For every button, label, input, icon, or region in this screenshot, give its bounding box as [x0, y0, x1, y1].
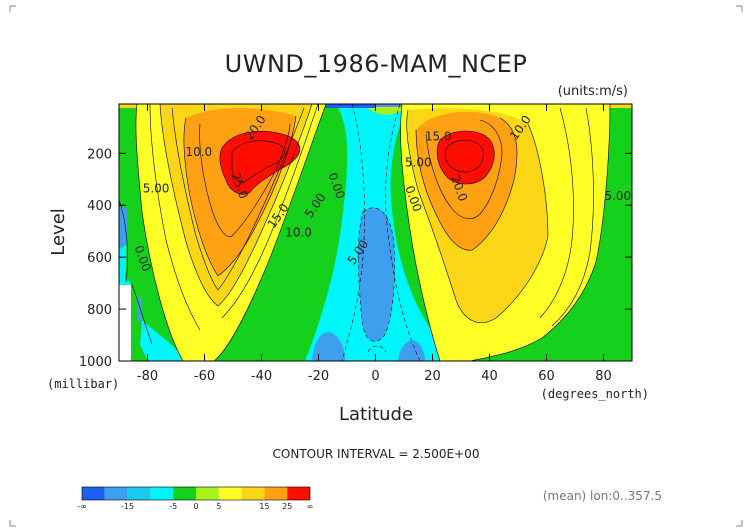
crop-marks — [9, 5, 743, 527]
y-units-label: (millibar) — [47, 377, 119, 391]
plot-area: 10.020.025.05.000.0015.010.05.000.005.00… — [119, 104, 632, 361]
y-tick-label: 200 — [87, 147, 112, 162]
colorbar-label: 0 — [193, 502, 198, 511]
contour-label: 5.00 — [405, 155, 432, 169]
colorbar-swatch — [264, 487, 288, 500]
colorbar-swatch — [173, 487, 196, 500]
x-axis-label: Latitude — [339, 404, 413, 425]
mean-note: (mean) lon:0..357.5 — [543, 489, 662, 503]
axes: -80 -60 -40 -20 0 20 40 60 80 200 400 600 800 1000 — [79, 104, 632, 384]
contour-label: 5.00 — [604, 189, 631, 203]
units-label: (units:m/s) — [558, 84, 628, 99]
colorbar-swatch — [218, 487, 242, 500]
chart-title: UWND_1986-MAM_NCEP — [225, 50, 528, 78]
equatorial-easterly-region — [305, 104, 456, 361]
contour-label: 5.00 — [143, 181, 170, 195]
colorbar-swatch — [82, 487, 105, 500]
contour-label: 10.0 — [185, 145, 212, 159]
colorbar-label: -15 — [121, 502, 134, 511]
southern-jet-region — [135, 104, 326, 361]
y-tick-label: 800 — [87, 303, 112, 318]
y-axis-label: Level — [48, 208, 69, 256]
y-tick-label: 600 — [87, 251, 112, 266]
colorbar-label: 15 — [259, 502, 269, 511]
x-tick-label: -40 — [251, 369, 272, 384]
x-tick-label: 60 — [538, 369, 555, 384]
x-tick-label: 20 — [424, 369, 441, 384]
colorbar-label: -∞ — [77, 502, 87, 511]
x-tick-label: -20 — [308, 369, 329, 384]
negative-contour-lines — [341, 104, 421, 361]
y-tick-label: 1000 — [79, 355, 112, 370]
left-polar-negative-region — [119, 205, 186, 361]
x-tick-label: -80 — [137, 369, 158, 384]
colorbar-swatch — [241, 487, 265, 500]
y-tick-label: 400 — [87, 199, 112, 214]
x-tick-label: 0 — [371, 369, 379, 384]
colorbar-swatch — [104, 487, 128, 500]
colorbar-label: ∞ — [307, 502, 314, 511]
colorbar-swatch — [287, 487, 310, 500]
contour-label: 15.0 — [425, 129, 452, 143]
colorbar-swatch — [150, 487, 174, 500]
colorbar-label: 5 — [216, 502, 221, 511]
x-tick-label: 40 — [481, 369, 498, 384]
contour-lines — [119, 104, 611, 361]
colorbar: -∞ -15 -5 0 5 15 25 ∞ — [77, 486, 314, 511]
x-tick-label: 80 — [595, 369, 612, 384]
colorbar-swatch — [196, 487, 219, 500]
colorbar-label: 25 — [282, 502, 292, 511]
contour-label: 10.0 — [285, 225, 312, 239]
colorbar-label: -5 — [169, 502, 177, 511]
colorbar-frame — [81, 486, 311, 501]
x-tick-label: -60 — [194, 369, 215, 384]
x-units-label: (degrees_north) — [541, 387, 649, 401]
contour-interval-note: CONTOUR INTERVAL = 2.500E+00 — [273, 447, 480, 461]
colorbar-swatch — [127, 487, 151, 500]
